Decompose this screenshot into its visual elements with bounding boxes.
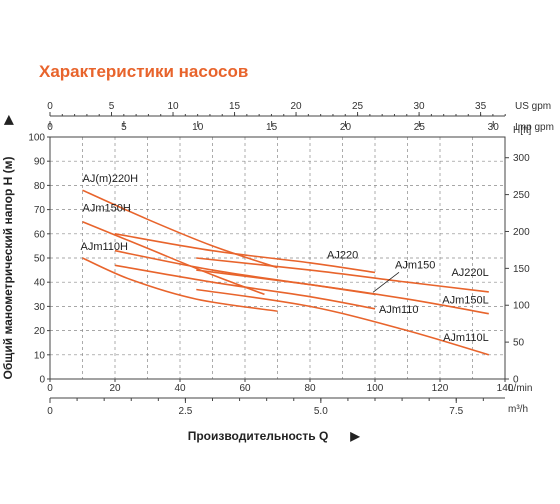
y-tick-label: 60 (34, 229, 46, 240)
y-tick-label: 100 (28, 133, 45, 144)
right-unit-label: H[ft] (513, 125, 532, 136)
label-ajm150l: AJm150L (442, 295, 488, 307)
m3h-tick-label: 5.0 (314, 406, 328, 417)
right-tick-label: 0 (513, 375, 519, 386)
imp-gpm-tick-label: 30 (488, 122, 500, 133)
right-tick-label: 250 (513, 190, 530, 201)
curve-ajm110h (82, 257, 278, 312)
x-tick-label: 140 (497, 383, 514, 394)
label-aj-m-220h: AJ(m)220H (83, 173, 139, 185)
y-tick-label: 90 (34, 157, 46, 168)
leader-ajm150 (372, 271, 400, 293)
right-tick-label: 200 (513, 227, 530, 238)
us-gpm-tick-label: 15 (229, 101, 241, 112)
curve-aj-m-220h (82, 189, 278, 269)
curve-ajm110 (114, 264, 376, 310)
x-tick-label: 60 (239, 383, 251, 394)
curve-labels: AJ(m)220H AJm150H AJm110H AJ220 AJm150 AJm110… (81, 173, 489, 344)
x-tick-label: 0 (47, 383, 53, 394)
imp-gpm-tick-label: 0 (47, 122, 53, 133)
y-tick-label: 80 (34, 181, 46, 192)
us-gpm-tick-label: 20 (290, 101, 302, 112)
us-gpm-tick-label: 30 (414, 101, 426, 112)
y-axis-label: Общий манометрический напор H (м) (1, 156, 15, 379)
x-axis-arrow-icon: ▶ (349, 429, 360, 443)
y-tick-label: 0 (39, 375, 45, 386)
x-unit-label: L/min (508, 383, 532, 394)
imp-gpm-tick-label: 20 (340, 122, 352, 133)
us-gpm-unit-label: US gpm (515, 101, 551, 112)
pump-curves (82, 189, 490, 356)
x-axis-label: Производительность Q (188, 429, 329, 443)
chart-title: Характеристики насосов (39, 62, 249, 81)
m3h-tick-label: 2.5 (178, 406, 192, 417)
y-tick-label: 40 (34, 278, 46, 289)
label-aj220: AJ220 (327, 250, 358, 262)
label-ajm110h: AJm110H (81, 241, 129, 253)
us-gpm-tick-label: 10 (167, 101, 179, 112)
us-gpm-tick-label: 25 (352, 101, 364, 112)
grid-lines (50, 137, 505, 379)
y-tick-label: 30 (34, 302, 46, 313)
imp-gpm-tick-label: 10 (192, 122, 204, 133)
imp-gpm-unit-label: Imp gpm (515, 122, 554, 133)
x-tick-label: 120 (432, 383, 449, 394)
right-tick-label: 50 (513, 338, 525, 349)
curve-aj220l (196, 257, 489, 293)
us-gpm-tick-label: 0 (47, 101, 53, 112)
y-tick-label: 20 (34, 326, 46, 337)
label-ajm150h: AJm150H (83, 203, 131, 215)
us-gpm-tick-label: 35 (475, 101, 487, 112)
m3h-tick-label: 0 (47, 406, 53, 417)
curve-ajm150l (196, 269, 489, 315)
curve-ajm110l (196, 288, 490, 356)
imp-gpm-tick-label: 5 (121, 122, 127, 133)
curve-aj220 (114, 233, 376, 274)
x-tick-label: 100 (367, 383, 384, 394)
label-ajm150: AJm150 (395, 259, 435, 271)
imp-gpm-tick-label: 15 (266, 122, 278, 133)
right-tick-label: 150 (513, 264, 530, 275)
right-tick-label: 100 (513, 301, 530, 312)
y-tick-label: 10 (34, 350, 46, 361)
y-axis-arrow-icon: ▶ (1, 115, 15, 126)
label-ajm110l: AJm110L (443, 332, 489, 344)
x-tick-label: 20 (109, 383, 121, 394)
x-tick-label: 40 (174, 383, 186, 394)
imp-gpm-tick-label: 25 (414, 122, 426, 133)
label-ajm110: AJm110 (379, 304, 419, 316)
us-gpm-tick-label: 5 (109, 101, 115, 112)
right-tick-label: 300 (513, 153, 530, 164)
x-tick-label: 80 (304, 383, 316, 394)
curve-ajm150h (82, 220, 265, 296)
m3h-tick-label: 7.5 (449, 406, 463, 417)
y-tick-label: 50 (34, 254, 46, 265)
y-tick-label: 70 (34, 205, 46, 216)
m3h-unit-label: m³/h (508, 404, 528, 415)
label-aj220l: AJ220L (451, 267, 488, 279)
